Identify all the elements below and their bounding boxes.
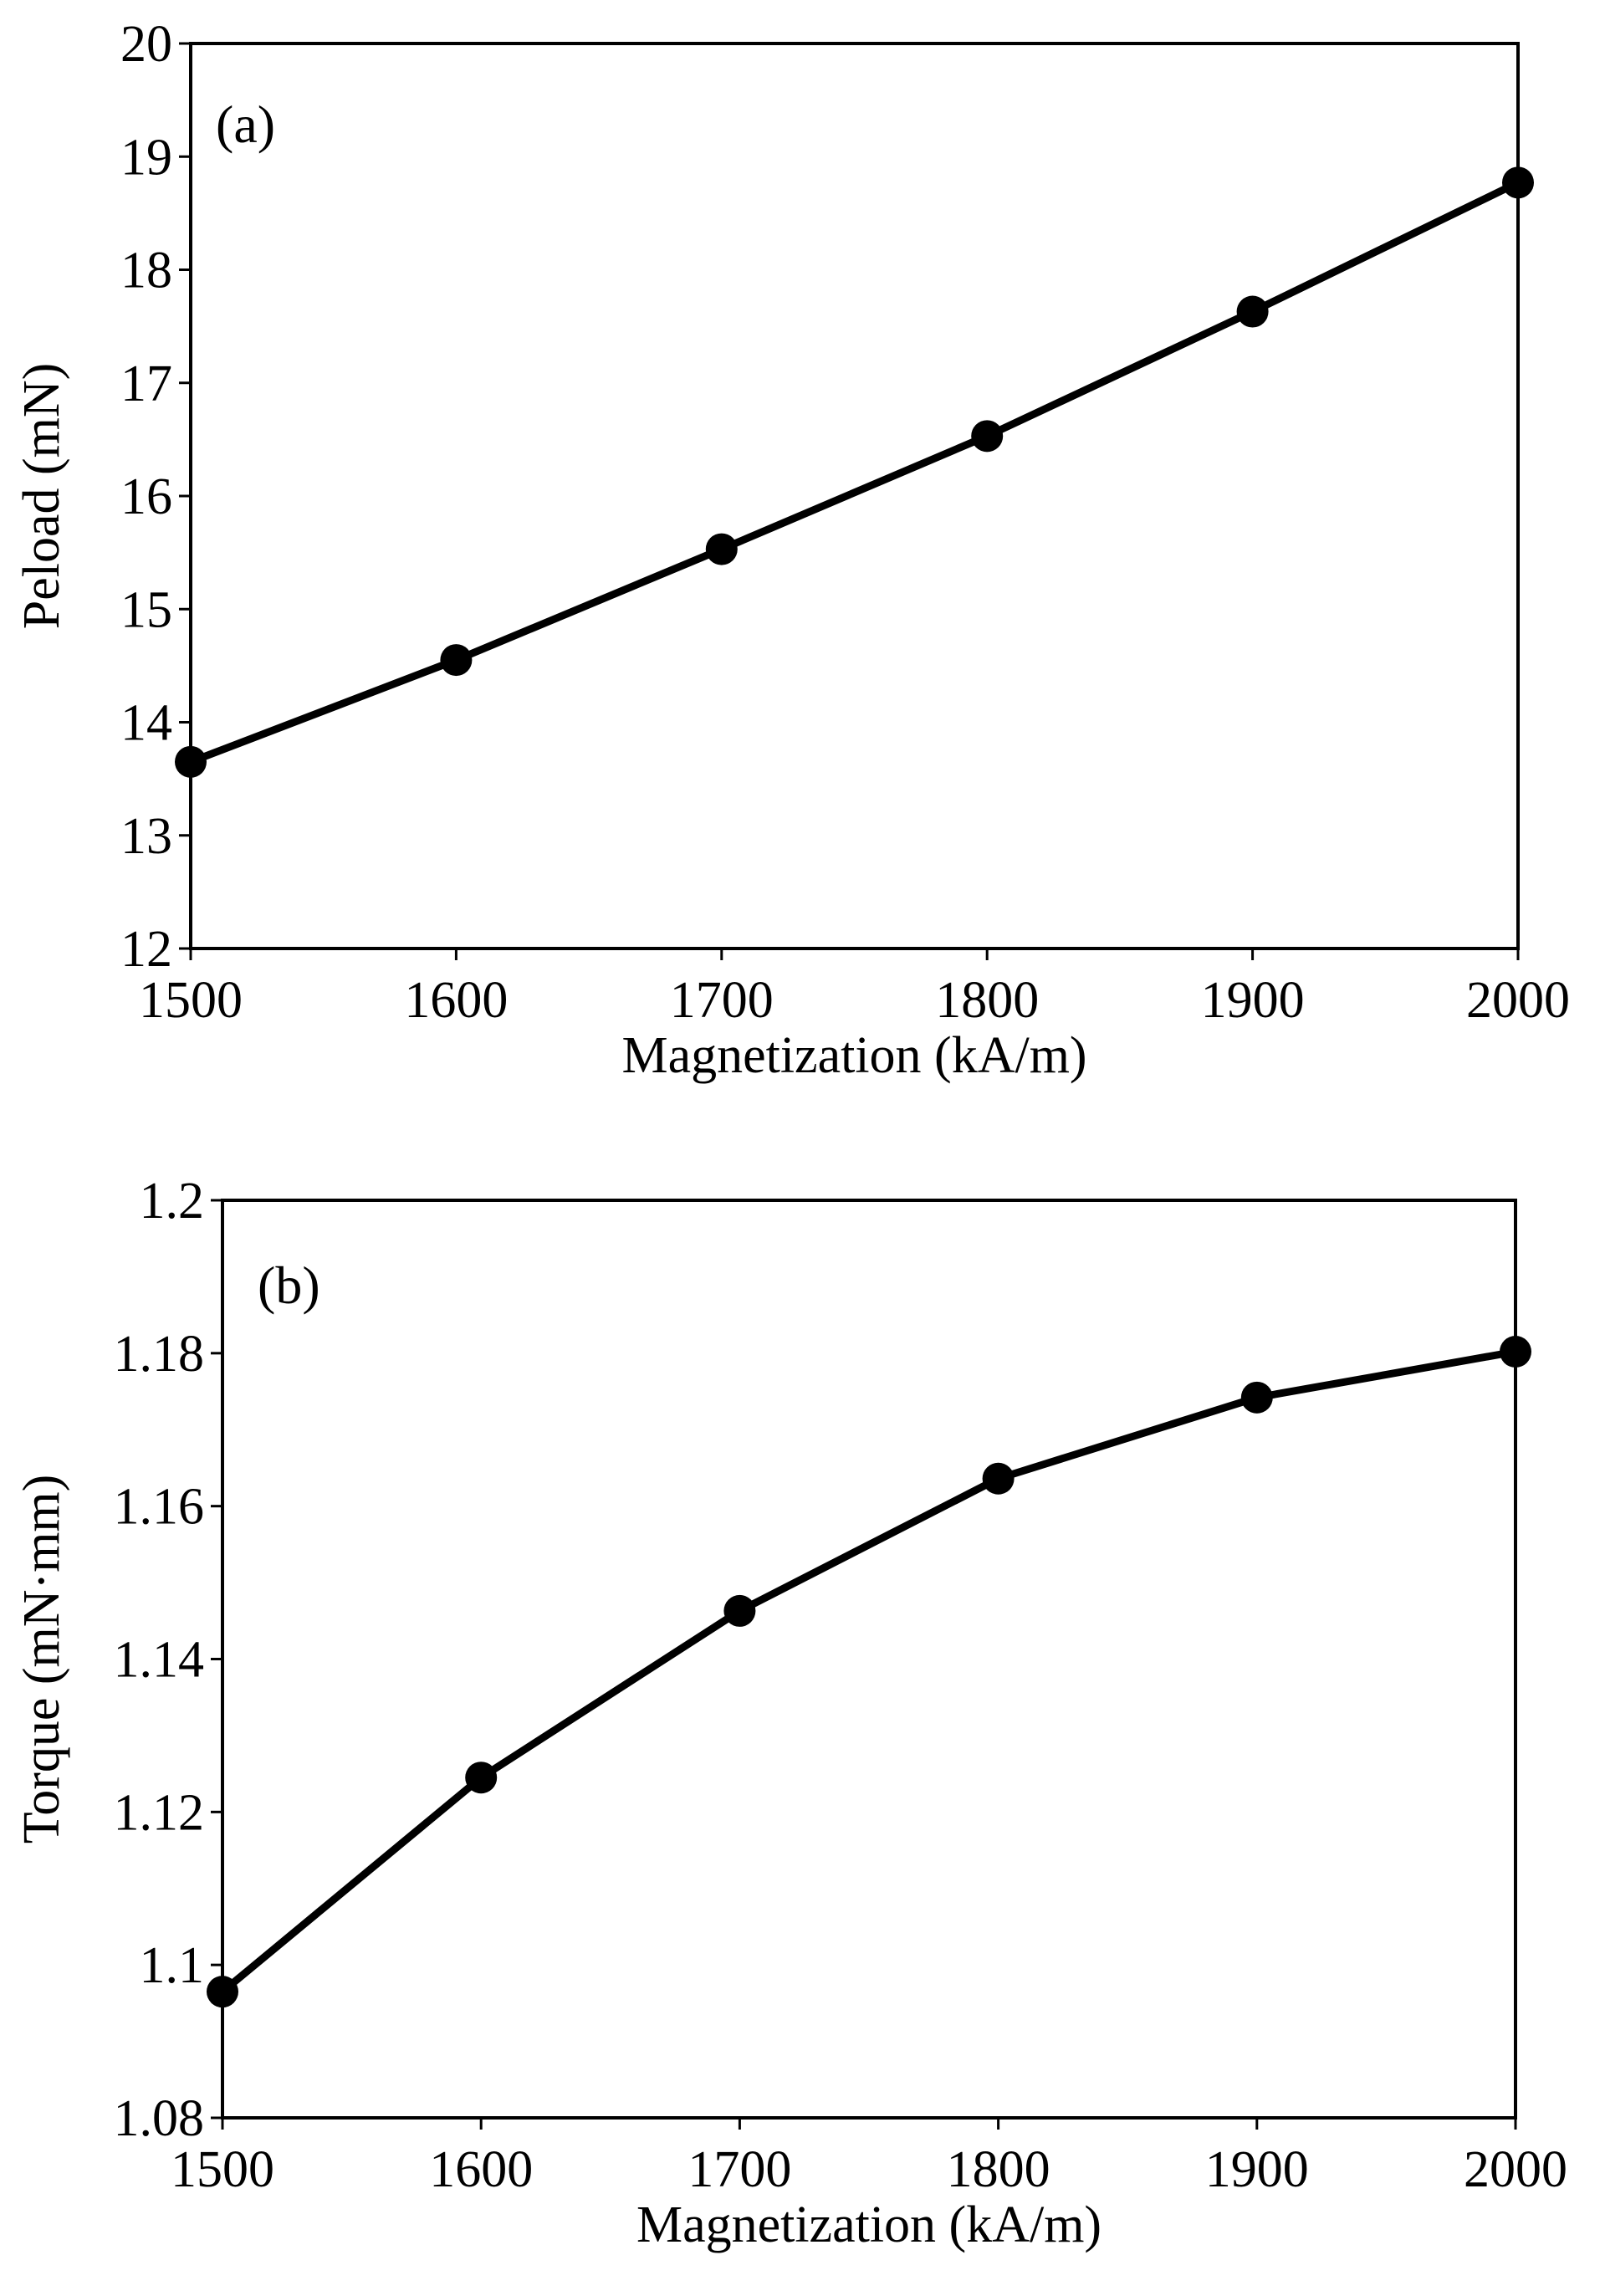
series-line [187,178,1522,766]
data-point [175,745,207,778]
series-line [218,1347,1520,1996]
data-point [723,1594,756,1627]
x-tick-label: 1900 [1205,2141,1309,2198]
y-tick-label: 1.08 [114,2090,205,2147]
y-axis-title: Peload (mN) [13,363,70,630]
plot-frame [221,1199,1517,2120]
y-axis-title: Torque (mN·mm) [13,1475,70,1844]
y-tick-label: 1.18 [114,1326,205,1383]
y-tick-label: 1.1 [140,1937,205,1994]
y-tick-label: 12 [120,921,172,978]
x-tick-label: 1700 [687,2141,791,2198]
x-axis-title: Magnetization (kA/m) [636,2196,1102,2253]
y-tick-label: 15 [120,581,172,638]
data-point [1236,295,1269,328]
data-point [440,644,473,677]
x-tick-label: 1600 [429,2141,533,2198]
data-point [1502,166,1534,199]
x-tick-label: 1500 [171,2141,274,2198]
y-tick-label: 17 [120,355,172,412]
x-tick-label: 1500 [139,972,243,1029]
data-point [1240,1381,1273,1414]
y-tick-label: 19 [120,129,172,186]
y-tick-label: 18 [120,243,172,299]
x-tick-label: 2000 [1466,972,1570,1029]
x-tick-label: 1600 [404,972,508,1029]
data-point [971,420,1004,453]
y-tick-label: 1.12 [114,1784,205,1841]
x-tick-label: 1800 [947,2141,1050,2198]
x-tick-label: 1700 [670,972,774,1029]
y-tick-label: 20 [120,16,172,73]
panel-a: 12 13 14 15 16 17 18 19 20 1500 1600 1700 1800 1900 20… [13,16,1570,1084]
y-tick-label: 14 [120,695,172,752]
panel-label: (b) [258,1255,320,1315]
x-axis-title: Magnetization (kA/m) [621,1027,1086,1084]
x-tick-label: 1900 [1201,972,1305,1029]
data-point [705,533,738,565]
data-point [982,1462,1015,1495]
panel-b: 1.08 1.1 1.12 1.14 1.16 1.18 1.2 1500 1600 1700 18… [13,1173,1567,2253]
data-point [1500,1336,1531,1368]
panel-label: (a) [216,95,275,154]
y-tick-label: 1.14 [114,1632,205,1689]
data-point [207,1976,238,2008]
y-tick-label: 1.16 [114,1479,205,1536]
data-point [465,1762,498,1794]
x-tick-label: 2000 [1464,2141,1567,2198]
x-tick-label: 1800 [935,972,1039,1029]
y-tick-label: 13 [120,808,172,865]
y-tick-label: 16 [120,468,172,525]
y-tick-label: 1.2 [140,1173,205,1230]
